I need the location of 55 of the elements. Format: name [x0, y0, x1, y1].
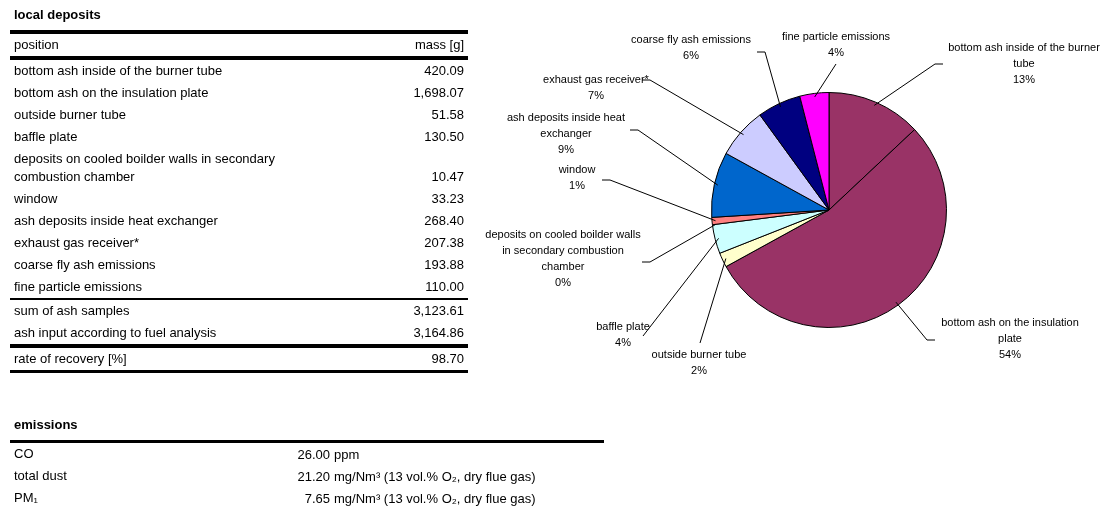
category-label: ash input according to fuel analysis	[13, 324, 218, 342]
category-label: ash deposits inside heat exchanger	[13, 212, 219, 230]
slice-label: ash deposits inside heat exchanger	[506, 111, 626, 140]
text: 7.65 mg/Nm³ (13 vol.% O₂, dry flue gas)	[304, 490, 536, 506]
data-label: 54%	[998, 348, 1022, 361]
text: 51.58	[431, 107, 464, 122]
category-label: total dust	[13, 467, 68, 485]
category-label: deposits on cooled boilder walls in secondary combustion chamber	[485, 228, 641, 273]
category-label: window	[13, 190, 59, 208]
text: 110.00	[425, 279, 464, 294]
text: local deposits	[13, 6, 102, 24]
text: emissions	[13, 416, 79, 434]
category-label: sum of ash samples	[13, 302, 131, 320]
slice-label: bottom ash on the insulation plate	[941, 316, 1079, 345]
category-label: bottom ash on the insulation plate	[13, 84, 210, 102]
text: 3,123.61	[413, 303, 464, 318]
category-label: exhaust gas receiver*	[13, 234, 140, 252]
text: 130.50	[424, 129, 464, 144]
data-label: 4%	[615, 336, 632, 349]
category-label: coarse fly ash emissions	[13, 256, 157, 274]
data-label: 6%	[683, 49, 700, 62]
slice-label: exhaust gas receiver*	[543, 73, 650, 86]
slice-label: outside burner tube	[651, 348, 747, 361]
data-label: 9%	[558, 143, 575, 156]
data-label: 7%	[588, 89, 605, 102]
text: 0%	[555, 276, 571, 289]
slice-label: coarse fly ash emissions	[631, 33, 752, 46]
data-label: 13%	[1012, 73, 1036, 86]
text: 420.09	[424, 63, 464, 78]
slice-label: bottom ash inside of the burner tube	[948, 41, 1101, 70]
data-label: 2%	[691, 364, 708, 377]
category-label: fine particle emissions	[13, 278, 143, 296]
slice-label: fine particle emissions	[781, 30, 891, 43]
category-label: bottom ash inside of the burner tube	[13, 62, 224, 80]
text: 10.47	[431, 169, 464, 184]
text: 3,164.86	[413, 325, 464, 340]
slice-label: baffle plate	[596, 320, 650, 333]
category-label: PM₁	[13, 489, 39, 507]
text: 26.00 ppm	[297, 446, 360, 462]
category-label: CO	[13, 445, 35, 463]
slice-label: window	[557, 163, 596, 176]
data-label: 4%	[828, 46, 845, 59]
text: 207.38	[424, 235, 464, 250]
text: 1,698.07	[413, 85, 464, 100]
category-label: rate of recovery [%]	[13, 350, 128, 368]
category-label: baffle plate	[13, 128, 79, 146]
text: 33.23	[431, 191, 464, 206]
text: position	[13, 36, 60, 54]
category-label: outside burner tube	[13, 106, 128, 124]
text: 193.88	[424, 257, 464, 272]
text: 268.40	[424, 213, 464, 228]
text: 21.20 mg/Nm³ (13 vol.% O₂, dry flue gas)	[297, 468, 536, 484]
text: mass [g]	[413, 36, 465, 54]
data-label: 1%	[569, 179, 586, 192]
text: 98.70	[431, 351, 464, 366]
